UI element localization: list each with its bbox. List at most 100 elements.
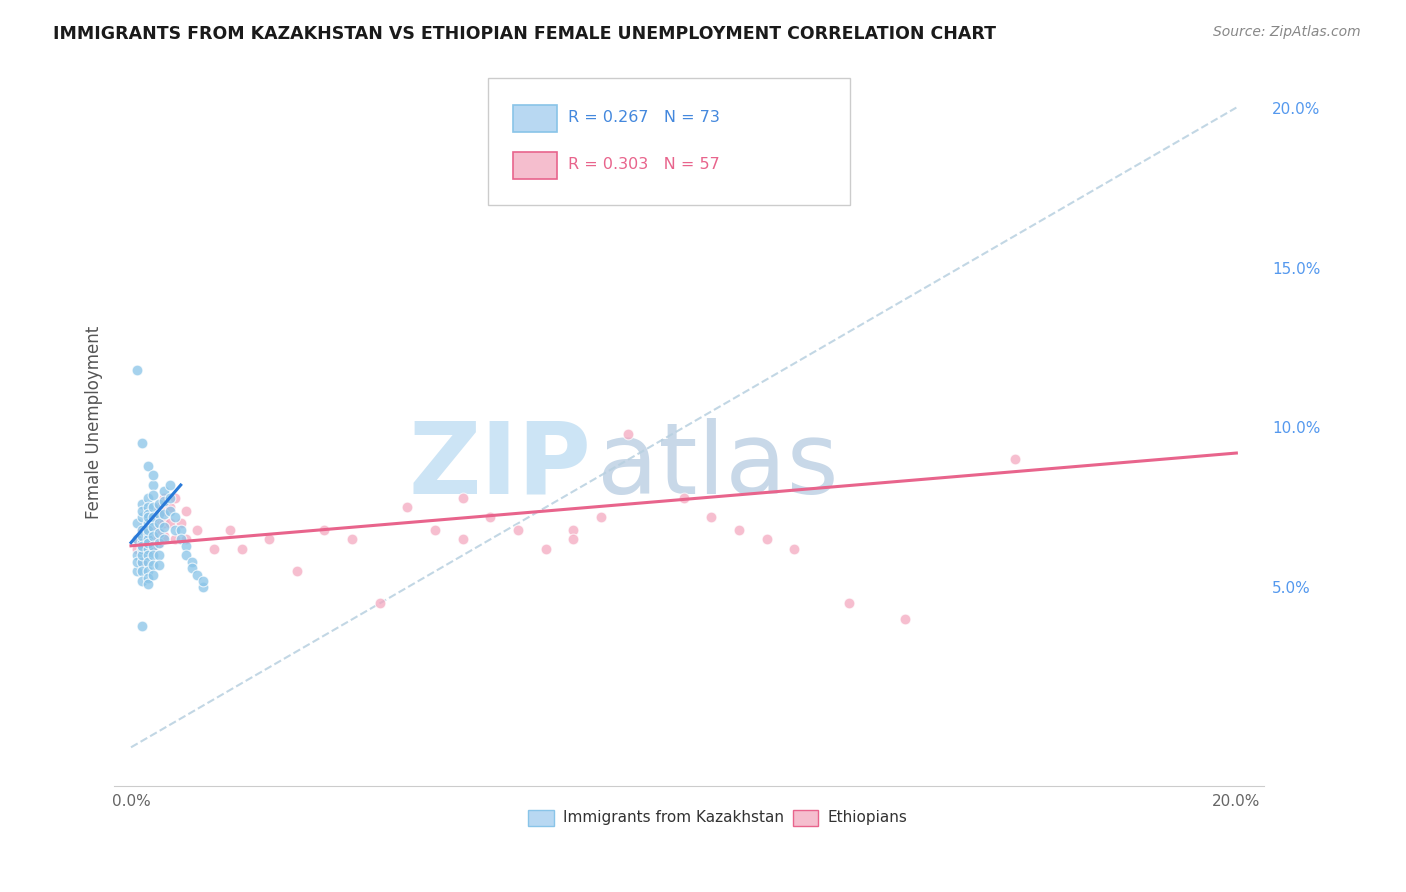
Point (136, 541, 159, 556)
Text: R = 0.267   N = 73: R = 0.267 N = 73 (568, 111, 720, 125)
Point (136, 533, 159, 547)
Point (125, 565, 148, 579)
Point (136, 535, 159, 549)
Point (136, 549, 159, 563)
Text: ZIP: ZIP (409, 417, 592, 515)
FancyBboxPatch shape (513, 152, 557, 179)
Point (136, 571, 159, 585)
Point (170, 533, 193, 547)
Point (186, 567, 208, 582)
Point (131, 555, 153, 569)
FancyBboxPatch shape (529, 810, 554, 826)
Y-axis label: Female Unemployment: Female Unemployment (86, 326, 103, 519)
Point (1004, 452, 1026, 467)
Point (153, 516, 176, 531)
Point (136, 491, 159, 505)
Point (728, 523, 751, 537)
Point (142, 539, 165, 553)
Point (131, 436, 153, 450)
Point (142, 500, 165, 515)
Point (174, 539, 197, 553)
Point (125, 541, 148, 556)
Point (148, 558, 170, 572)
Point (153, 503, 176, 517)
Point (131, 619, 153, 633)
Point (396, 500, 419, 515)
Text: IMMIGRANTS FROM KAZAKHSTAN VS ETHIOPIAN FEMALE UNEMPLOYMENT CORRELATION CHART: IMMIGRANTS FROM KAZAKHSTAN VS ETHIOPIAN … (53, 25, 997, 43)
Point (142, 519, 165, 533)
Point (451, 491, 474, 505)
Point (170, 516, 193, 531)
Point (136, 577, 159, 591)
Point (131, 539, 153, 553)
Point (191, 581, 214, 595)
Point (131, 510, 153, 524)
Point (589, 510, 612, 524)
Point (136, 526, 159, 541)
Point (340, 533, 363, 547)
Point (506, 523, 529, 537)
Text: Immigrants from Kazakhstan: Immigrants from Kazakhstan (562, 810, 783, 825)
Point (534, 541, 557, 556)
Point (136, 533, 159, 547)
Point (617, 426, 640, 441)
Point (153, 491, 176, 505)
Point (153, 494, 176, 508)
Point (131, 555, 153, 569)
Point (142, 567, 165, 582)
Text: R = 0.303   N = 57: R = 0.303 N = 57 (568, 157, 720, 172)
Point (148, 497, 170, 511)
Point (131, 497, 153, 511)
Point (893, 612, 915, 626)
Point (148, 500, 170, 515)
Point (148, 507, 170, 521)
Point (125, 555, 148, 569)
Point (136, 500, 159, 515)
Point (125, 533, 148, 547)
FancyBboxPatch shape (793, 810, 818, 826)
Point (148, 513, 170, 527)
Point (159, 516, 181, 531)
Point (131, 503, 153, 517)
Point (136, 523, 159, 537)
Point (131, 541, 153, 556)
Point (148, 549, 170, 563)
Point (285, 565, 308, 579)
Point (136, 541, 159, 556)
FancyBboxPatch shape (513, 104, 557, 132)
Point (451, 533, 474, 547)
Point (165, 523, 187, 537)
Point (136, 510, 159, 524)
Point (153, 484, 176, 499)
Point (131, 529, 153, 543)
Point (136, 458, 159, 473)
Point (142, 510, 165, 524)
Point (142, 529, 165, 543)
Point (562, 523, 585, 537)
Point (136, 510, 159, 524)
Point (838, 596, 860, 610)
Point (142, 549, 165, 563)
Point (136, 507, 159, 521)
Point (672, 491, 695, 505)
Point (142, 558, 165, 572)
Point (219, 523, 242, 537)
Point (131, 533, 153, 547)
Point (562, 533, 585, 547)
Point (131, 565, 153, 579)
Point (153, 533, 176, 547)
Point (136, 565, 159, 579)
Point (153, 529, 176, 543)
Point (136, 555, 159, 569)
Point (174, 533, 197, 547)
Point (165, 491, 187, 505)
Point (174, 549, 197, 563)
Point (423, 523, 446, 537)
Point (165, 533, 187, 547)
Point (153, 519, 176, 533)
Point (700, 510, 723, 524)
Point (180, 555, 202, 569)
Text: atlas: atlas (598, 417, 839, 515)
Text: Ethiopians: Ethiopians (827, 810, 907, 825)
Point (186, 523, 208, 537)
